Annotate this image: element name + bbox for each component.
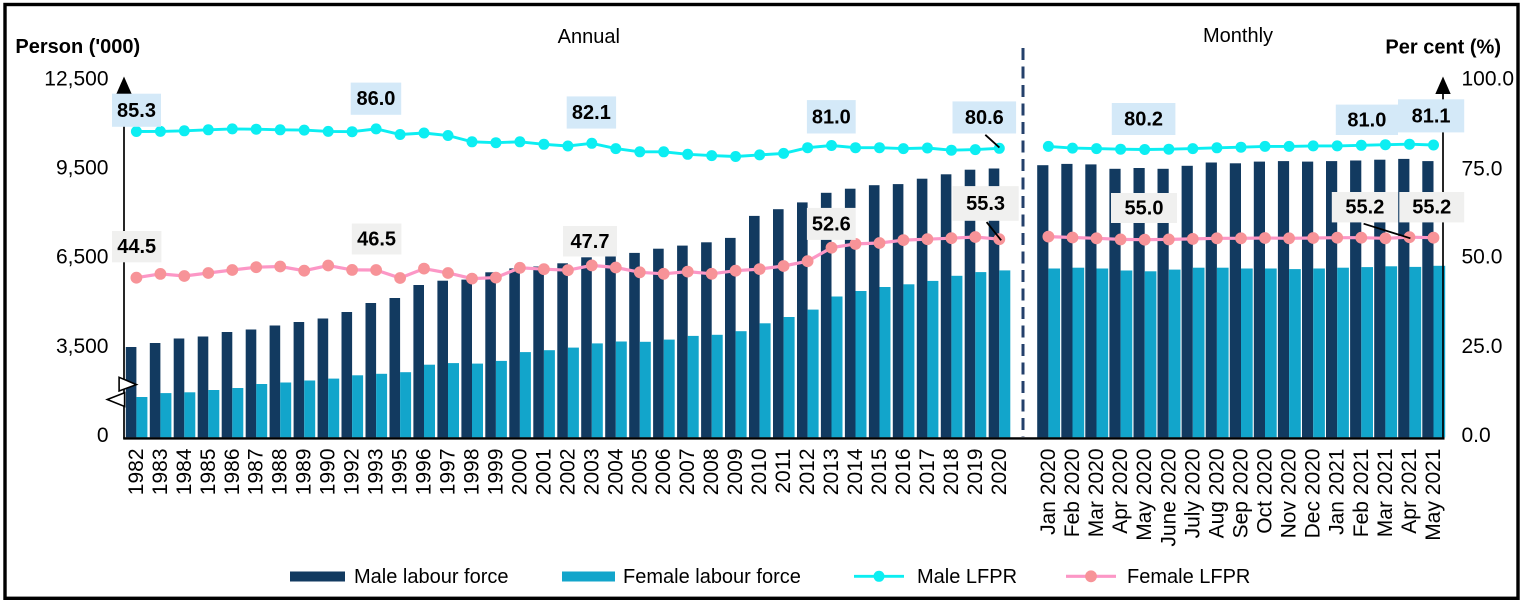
svg-text:44.5: 44.5 xyxy=(117,236,156,258)
svg-text:82.1: 82.1 xyxy=(572,102,611,124)
svg-text:85.3: 85.3 xyxy=(117,100,156,122)
svg-text:Per cent (%): Per cent (%) xyxy=(1385,37,1501,59)
svg-text:52.6: 52.6 xyxy=(812,213,851,235)
svg-text:2018: 2018 xyxy=(940,449,963,496)
svg-text:Person ('000): Person ('000) xyxy=(15,36,140,58)
svg-text:2015: 2015 xyxy=(868,449,891,496)
svg-text:Sep 2020: Sep 2020 xyxy=(1230,449,1253,539)
svg-text:2011: 2011 xyxy=(772,449,795,494)
svg-text:May 2021: May 2021 xyxy=(1422,449,1445,541)
svg-text:1989: 1989 xyxy=(293,449,316,496)
svg-text:Jan 2021: Jan 2021 xyxy=(1326,449,1349,535)
svg-text:1995: 1995 xyxy=(389,449,412,496)
svg-text:81.0: 81.0 xyxy=(1347,109,1386,131)
svg-text:June 2020: June 2020 xyxy=(1157,449,1180,547)
svg-text:1985: 1985 xyxy=(197,449,220,496)
svg-text:55.0: 55.0 xyxy=(1125,198,1164,220)
svg-text:2017: 2017 xyxy=(916,449,939,496)
svg-text:Mar 2021: Mar 2021 xyxy=(1374,449,1397,538)
svg-text:1990: 1990 xyxy=(317,449,340,496)
svg-text:2010: 2010 xyxy=(748,449,771,496)
svg-text:Mar 2020: Mar 2020 xyxy=(1085,449,1108,538)
svg-text:July 2020: July 2020 xyxy=(1181,449,1204,539)
svg-text:Jan 2020: Jan 2020 xyxy=(1037,449,1060,535)
svg-text:81.1: 81.1 xyxy=(1412,105,1451,127)
svg-text:75.0: 75.0 xyxy=(1462,157,1503,180)
svg-text:6,500: 6,500 xyxy=(56,246,109,269)
svg-text:2013: 2013 xyxy=(820,449,843,496)
svg-text:55.3: 55.3 xyxy=(966,193,1005,215)
svg-text:2014: 2014 xyxy=(844,448,867,495)
svg-text:2012: 2012 xyxy=(796,449,819,496)
svg-text:2008: 2008 xyxy=(700,449,723,496)
svg-text:80.6: 80.6 xyxy=(965,107,1004,129)
svg-text:2000: 2000 xyxy=(508,449,531,496)
svg-text:Female labour force: Female labour force xyxy=(623,566,801,588)
svg-text:55.2: 55.2 xyxy=(1345,197,1384,219)
svg-text:2009: 2009 xyxy=(724,449,747,496)
svg-text:25.0: 25.0 xyxy=(1462,335,1503,358)
svg-text:1988: 1988 xyxy=(269,449,292,496)
svg-text:86.0: 86.0 xyxy=(356,88,395,110)
svg-text:2006: 2006 xyxy=(652,449,675,496)
svg-text:Monthly: Monthly xyxy=(1203,25,1273,47)
svg-text:80.2: 80.2 xyxy=(1124,109,1163,131)
svg-text:Feb 2021: Feb 2021 xyxy=(1350,449,1373,538)
svg-text:Feb 2020: Feb 2020 xyxy=(1061,449,1084,538)
svg-text:Male LFPR: Male LFPR xyxy=(917,566,1017,588)
svg-text:Apr 2021: Apr 2021 xyxy=(1398,449,1421,534)
svg-text:2001: 2001 xyxy=(532,449,555,496)
svg-text:9,500: 9,500 xyxy=(56,157,109,180)
svg-text:1987: 1987 xyxy=(245,449,268,496)
svg-text:1998: 1998 xyxy=(461,449,484,496)
svg-text:2020: 2020 xyxy=(988,449,1011,496)
svg-text:55.2: 55.2 xyxy=(1412,197,1451,219)
svg-text:12,500: 12,500 xyxy=(44,68,108,91)
svg-text:1997: 1997 xyxy=(437,449,460,496)
svg-text:1986: 1986 xyxy=(221,449,244,496)
svg-text:1996: 1996 xyxy=(413,449,436,496)
svg-text:47.7: 47.7 xyxy=(571,231,610,253)
svg-text:1999: 1999 xyxy=(484,449,507,496)
svg-text:46.5: 46.5 xyxy=(357,229,396,251)
svg-text:2005: 2005 xyxy=(628,449,651,496)
svg-text:3,500: 3,500 xyxy=(56,335,109,358)
svg-text:1982: 1982 xyxy=(125,449,148,496)
svg-text:2016: 2016 xyxy=(892,449,915,496)
svg-text:Dec 2020: Dec 2020 xyxy=(1302,449,1325,539)
svg-text:Apr 2020: Apr 2020 xyxy=(1109,449,1132,534)
svg-text:2019: 2019 xyxy=(964,449,987,496)
svg-text:2004: 2004 xyxy=(604,448,627,495)
svg-text:50.0: 50.0 xyxy=(1462,246,1503,269)
svg-text:1993: 1993 xyxy=(365,449,388,496)
svg-text:May 2020: May 2020 xyxy=(1133,449,1156,541)
svg-text:Annual: Annual xyxy=(558,26,620,48)
svg-text:Aug 2020: Aug 2020 xyxy=(1205,449,1228,539)
svg-text:0: 0 xyxy=(97,424,109,447)
svg-text:0.0: 0.0 xyxy=(1462,424,1491,447)
svg-text:2002: 2002 xyxy=(556,449,579,496)
svg-text:Oct 2020: Oct 2020 xyxy=(1254,449,1277,534)
svg-text:Nov 2020: Nov 2020 xyxy=(1278,449,1301,539)
svg-text:2007: 2007 xyxy=(676,449,699,496)
svg-text:1984: 1984 xyxy=(173,448,196,495)
svg-text:Female LFPR: Female LFPR xyxy=(1127,566,1250,588)
svg-text:Male labour force: Male labour force xyxy=(354,566,509,588)
svg-text:2003: 2003 xyxy=(580,449,603,496)
svg-text:100.0: 100.0 xyxy=(1462,68,1515,91)
svg-text:81.0: 81.0 xyxy=(812,106,851,128)
svg-text:1992: 1992 xyxy=(341,449,364,496)
svg-text:1983: 1983 xyxy=(149,449,172,496)
